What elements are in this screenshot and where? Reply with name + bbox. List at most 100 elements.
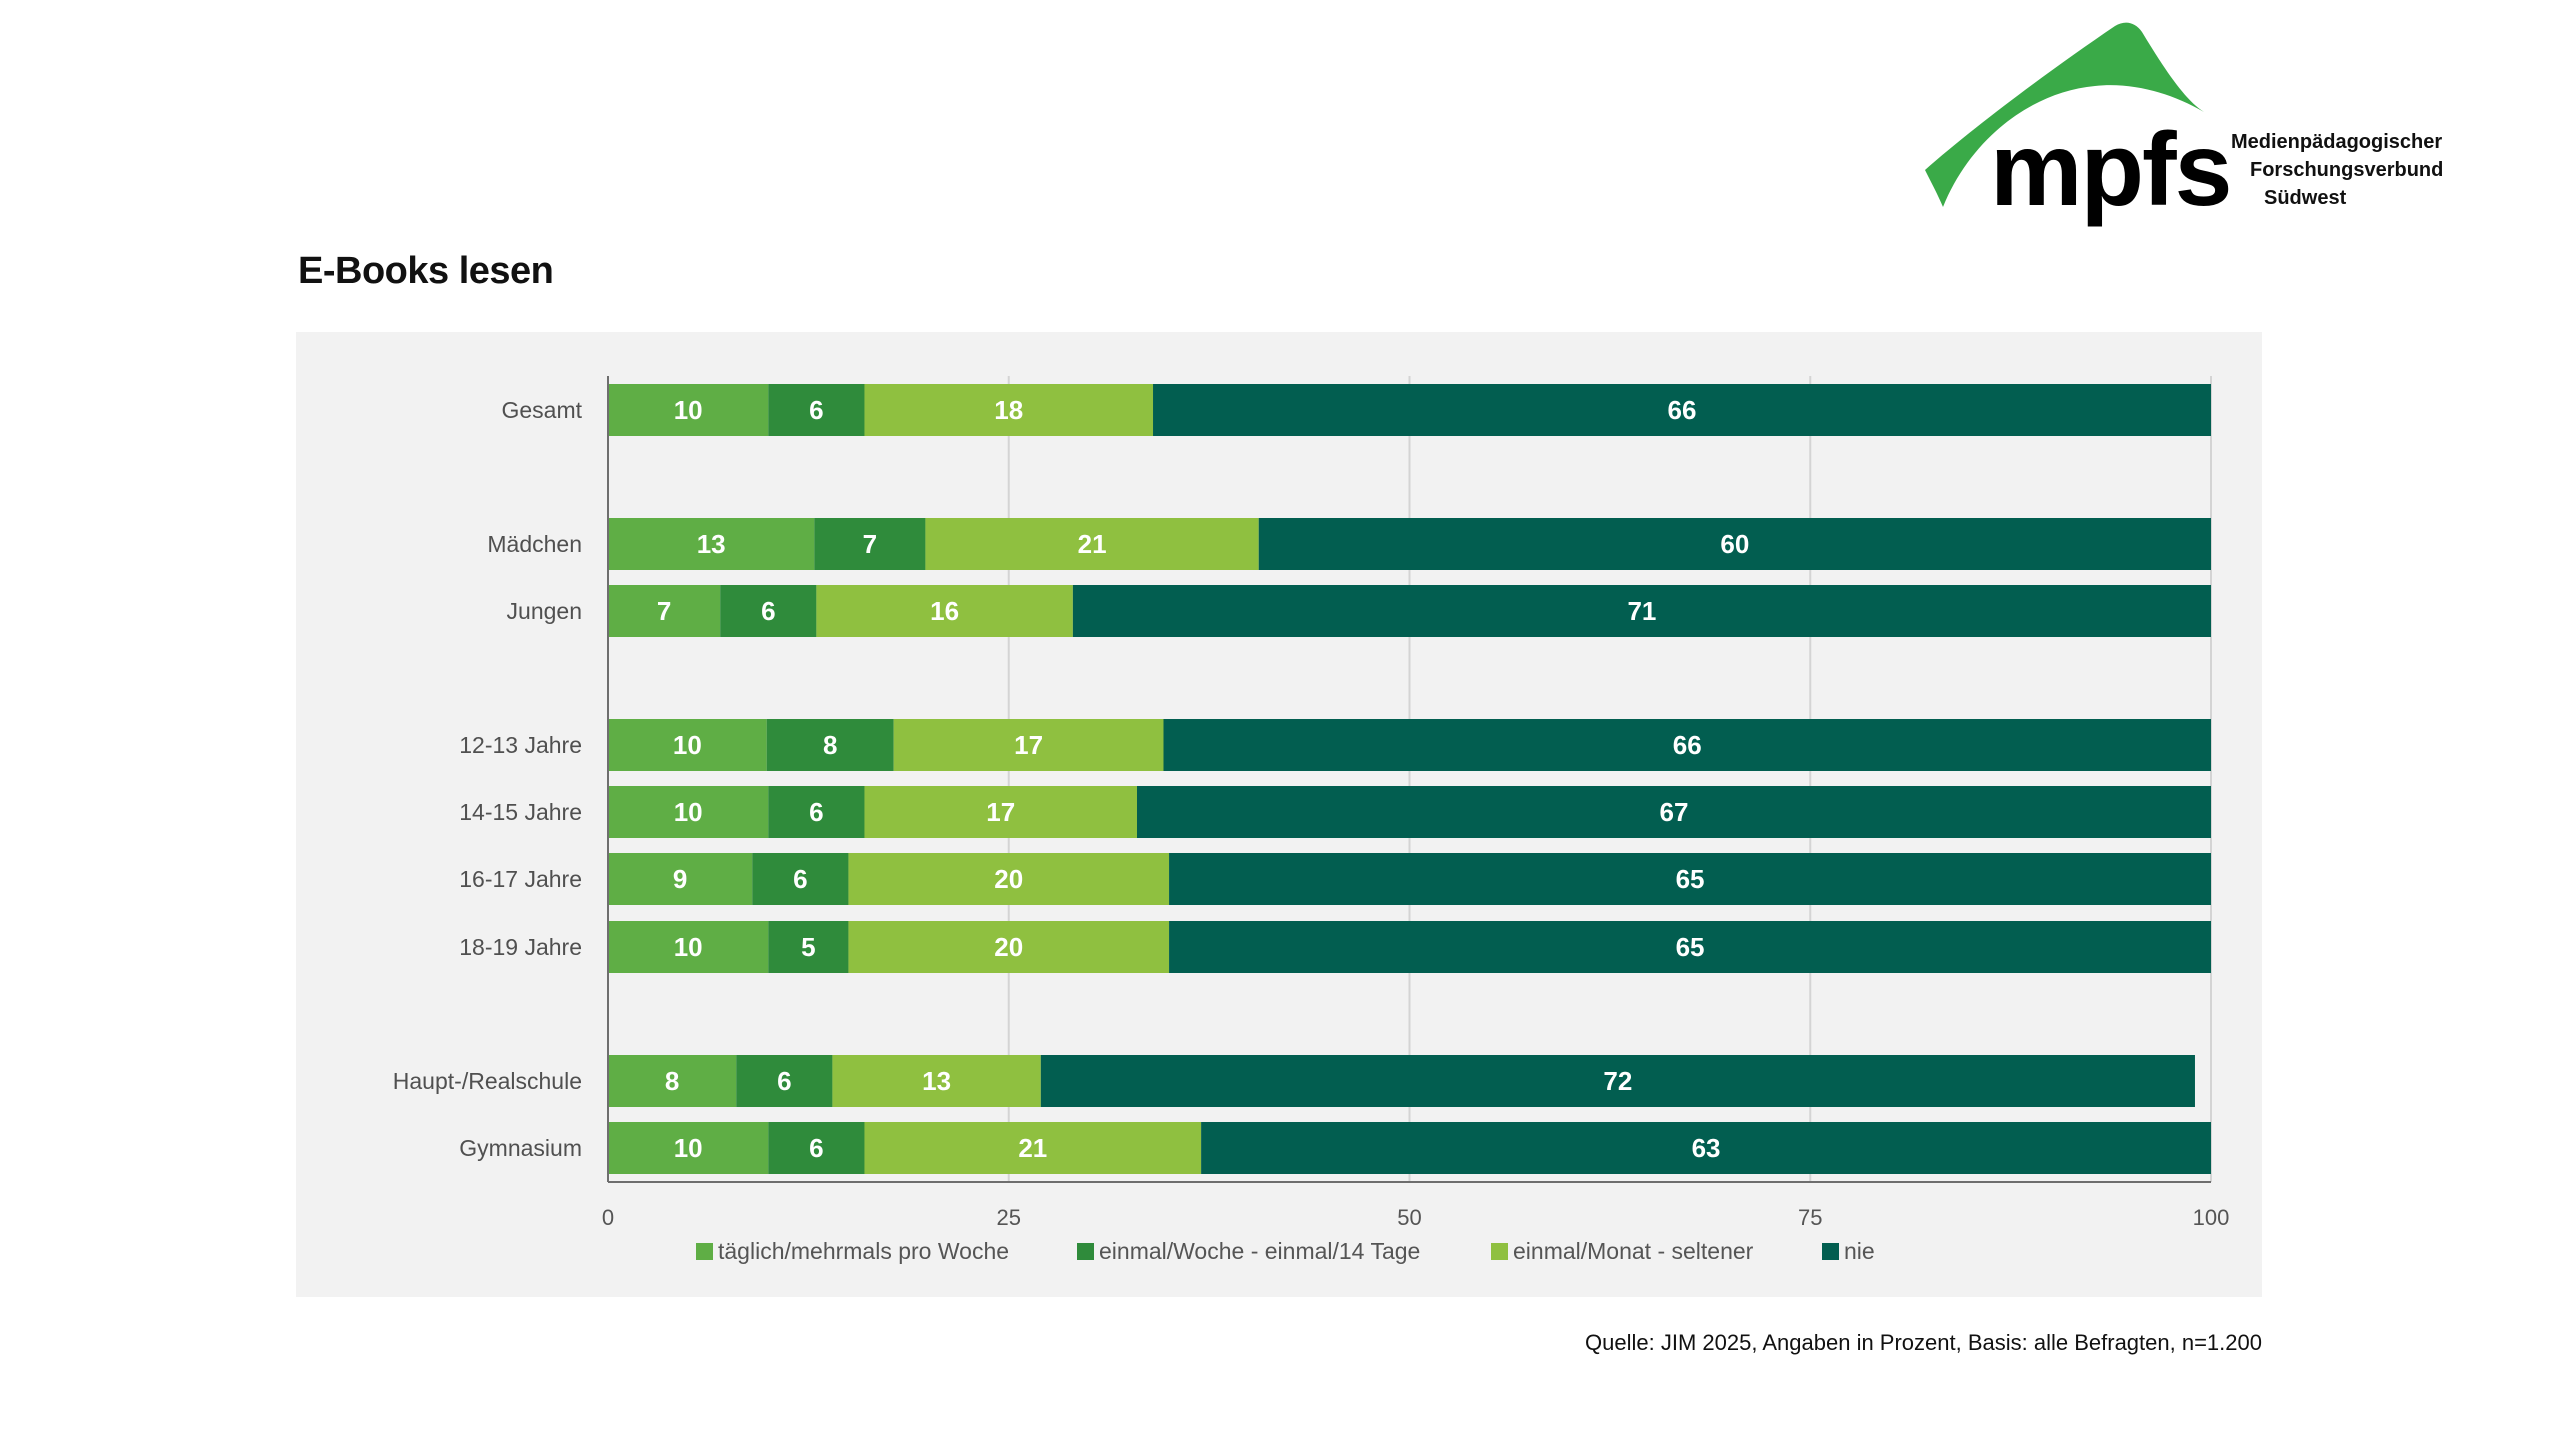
data-label: 5 bbox=[801, 932, 815, 962]
bar-segment bbox=[1136, 786, 2211, 838]
bar-segment bbox=[768, 384, 865, 436]
logo-arc-icon bbox=[1925, 22, 2204, 207]
data-label: 6 bbox=[809, 797, 823, 827]
bar-segment bbox=[608, 384, 769, 436]
data-label: 6 bbox=[777, 1066, 791, 1096]
data-label: 60 bbox=[1720, 529, 1749, 559]
data-label: 6 bbox=[809, 1133, 823, 1163]
data-label: 8 bbox=[665, 1066, 679, 1096]
bar-segment bbox=[925, 518, 1259, 570]
bar-segment bbox=[736, 1055, 833, 1107]
bar-segment bbox=[608, 921, 769, 973]
chart-title: E-Books lesen bbox=[298, 250, 554, 292]
bar-segment bbox=[893, 719, 1164, 771]
category-label: 12-13 Jahre bbox=[459, 732, 582, 758]
bar-segment bbox=[864, 1122, 1202, 1174]
bar-segment bbox=[814, 518, 926, 570]
data-label: 21 bbox=[1078, 529, 1107, 559]
category-label: Mädchen bbox=[487, 531, 582, 557]
data-label: 10 bbox=[674, 797, 703, 827]
bar-segment bbox=[608, 719, 767, 771]
data-label: 8 bbox=[823, 730, 837, 760]
bar-segment bbox=[1153, 384, 2211, 436]
legend-label: nie bbox=[1844, 1238, 1875, 1264]
legend-swatch bbox=[1491, 1243, 1508, 1260]
data-label: 9 bbox=[673, 864, 687, 894]
data-label: 17 bbox=[986, 797, 1015, 827]
data-label: 6 bbox=[761, 596, 775, 626]
x-tick-label: 25 bbox=[997, 1205, 1021, 1230]
bar-segment bbox=[768, 786, 865, 838]
bar-segment bbox=[1169, 853, 2211, 905]
bar-segment bbox=[816, 585, 1073, 637]
bar-segment bbox=[1201, 1122, 2211, 1174]
data-label: 13 bbox=[697, 529, 726, 559]
data-label: 17 bbox=[1014, 730, 1043, 760]
bar-segment bbox=[864, 786, 1137, 838]
data-label: 7 bbox=[657, 596, 671, 626]
logo-line-2: Forschungsverbund bbox=[2250, 159, 2444, 181]
data-label: 13 bbox=[922, 1066, 951, 1096]
data-label: 66 bbox=[1673, 730, 1702, 760]
source-note: Quelle: JIM 2025, Angaben in Prozent, Ba… bbox=[1585, 1330, 2262, 1355]
legend-swatch bbox=[1077, 1243, 1094, 1260]
data-label: 65 bbox=[1676, 932, 1705, 962]
bar-segment bbox=[1258, 518, 2211, 570]
category-label: 18-19 Jahre bbox=[459, 934, 582, 960]
bar-segment bbox=[848, 921, 1170, 973]
legend-swatch bbox=[696, 1243, 713, 1260]
legend-item: einmal/Woche - einmal/14 Tage bbox=[1077, 1238, 1420, 1264]
bar-segment bbox=[864, 384, 1154, 436]
bar-segment bbox=[608, 585, 721, 637]
logo-line-3: Südwest bbox=[2264, 187, 2347, 209]
mpfs-logo: mpfs Medienpädagogischer Forschungsverbu… bbox=[1910, 10, 2470, 230]
category-label: 16-17 Jahre bbox=[459, 866, 582, 892]
logo-wordmark: mpfs bbox=[1990, 112, 2232, 228]
bar-segment bbox=[1169, 921, 2211, 973]
bar-segment bbox=[720, 585, 817, 637]
legend-item: einmal/Monat - seltener bbox=[1491, 1238, 1754, 1264]
legend-swatch bbox=[1822, 1243, 1839, 1260]
bar-segment bbox=[608, 518, 815, 570]
x-tick-label: 75 bbox=[1798, 1205, 1822, 1230]
bar-segment bbox=[1040, 1055, 2195, 1107]
bar-segment bbox=[752, 853, 849, 905]
data-label: 71 bbox=[1627, 596, 1656, 626]
bar-segment bbox=[832, 1055, 1041, 1107]
data-label: 66 bbox=[1668, 395, 1697, 425]
logo-line-1: Medienpädagogischer bbox=[2231, 131, 2443, 153]
category-label: Jungen bbox=[507, 598, 582, 624]
x-tick-label: 0 bbox=[602, 1205, 614, 1230]
category-label: Gesamt bbox=[501, 397, 582, 423]
data-label: 65 bbox=[1676, 864, 1705, 894]
bar-segment bbox=[768, 921, 849, 973]
x-tick-label: 50 bbox=[1397, 1205, 1421, 1230]
data-label: 10 bbox=[673, 730, 702, 760]
data-label: 63 bbox=[1692, 1133, 1721, 1163]
bar-segment bbox=[1163, 719, 2211, 771]
data-label: 16 bbox=[930, 596, 959, 626]
bar-segment bbox=[608, 1055, 737, 1107]
data-label: 18 bbox=[994, 395, 1023, 425]
data-label: 10 bbox=[674, 395, 703, 425]
data-label: 6 bbox=[793, 864, 807, 894]
legend-label: täglich/mehrmals pro Woche bbox=[718, 1238, 1009, 1264]
data-label: 10 bbox=[674, 1133, 703, 1163]
bar-segment bbox=[608, 1122, 769, 1174]
category-label: Haupt-/Realschule bbox=[393, 1068, 582, 1094]
bar-segment bbox=[766, 719, 894, 771]
bar-segment bbox=[768, 1122, 865, 1174]
x-tick-label: 100 bbox=[2193, 1205, 2230, 1230]
legend-label: einmal/Monat - seltener bbox=[1513, 1238, 1754, 1264]
bar-segment bbox=[1072, 585, 2211, 637]
legend-item: täglich/mehrmals pro Woche bbox=[696, 1238, 1009, 1264]
legend-item: nie bbox=[1822, 1238, 1875, 1264]
data-label: 7 bbox=[863, 529, 877, 559]
data-label: 21 bbox=[1018, 1133, 1047, 1163]
data-label: 20 bbox=[994, 932, 1023, 962]
data-label: 67 bbox=[1660, 797, 1689, 827]
bar-segment bbox=[608, 786, 769, 838]
data-label: 72 bbox=[1603, 1066, 1632, 1096]
data-label: 20 bbox=[994, 864, 1023, 894]
